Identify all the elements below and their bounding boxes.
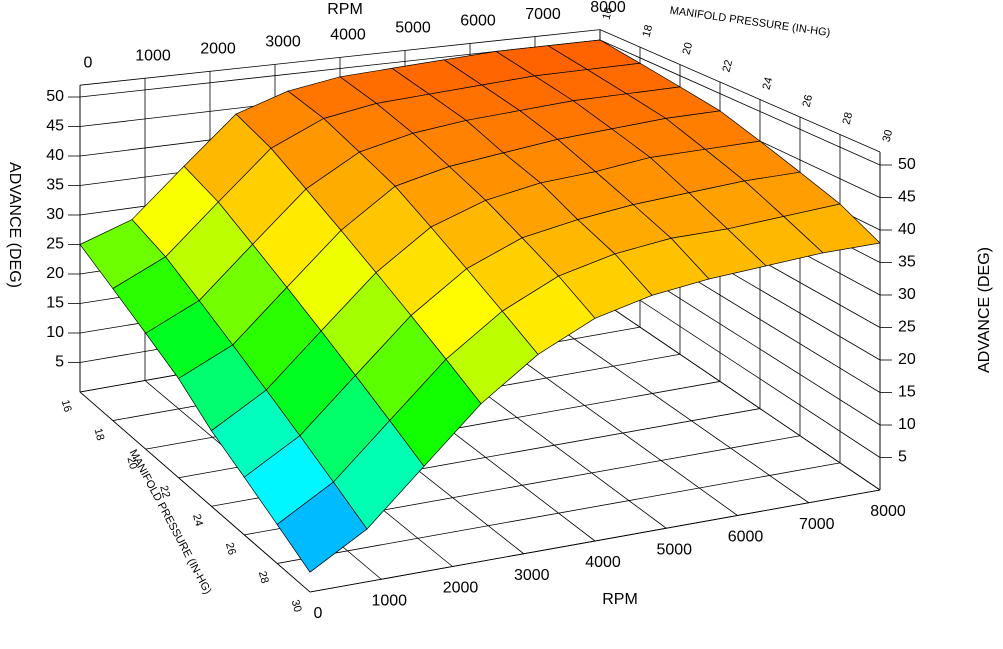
z-tick-label-right: 15	[898, 384, 916, 401]
y-tick-label: 28	[256, 570, 271, 585]
z-tick-label-right: 30	[898, 286, 916, 303]
z-tick-label-right: 10	[898, 416, 916, 433]
grid-line	[599, 299, 881, 491]
axis-frame	[79, 29, 601, 86]
x-tick-label-top: 6000	[460, 13, 496, 30]
y-axis-title-top: MANIFOLD PRESSURE (IN-HG)	[669, 5, 831, 39]
y-tick-label: 16	[59, 399, 74, 414]
x-tick-label: 6000	[728, 529, 764, 546]
x-tick-label-top: 3000	[265, 34, 301, 51]
x-tick-label-top: 1000	[135, 47, 171, 64]
y-tick-label-top: 26	[801, 94, 816, 109]
z-tick-label-right: 20	[898, 351, 916, 368]
grid-line	[309, 489, 881, 593]
x-tick-label-top: 8000	[590, 0, 626, 16]
axis-frame	[599, 29, 881, 153]
x-tick-label: 7000	[799, 516, 835, 533]
x-tick-label: 3000	[514, 567, 550, 584]
z-tick-label: 15	[46, 295, 64, 312]
grid-line	[599, 39, 881, 166]
z-tick-label: 40	[46, 147, 64, 164]
surface-cell	[276, 481, 368, 573]
z-tick-label-right: 45	[898, 189, 916, 206]
z-tick-label: 45	[46, 118, 64, 135]
z-tick-label-right: 5	[898, 449, 907, 466]
x-axis-title-top: RPM	[327, 1, 363, 18]
y-tick-label-top: 24	[761, 76, 776, 91]
grid-line	[277, 462, 841, 564]
z-tick-label-right: 35	[898, 254, 916, 271]
y-tick-label-top: 22	[721, 59, 736, 74]
y-tick-label: 20	[124, 456, 139, 471]
z-tick-label: 30	[46, 206, 64, 223]
x-tick-label: 4000	[585, 554, 621, 571]
x-tick-label-top: 0	[84, 54, 93, 71]
z-tick-label: 5	[55, 354, 64, 371]
x-axis-title: RPM	[602, 591, 638, 608]
y-tick-label: 24	[190, 513, 205, 528]
z-tick-label: 10	[46, 324, 64, 341]
grid-line	[534, 311, 809, 504]
y-tick-label-top: 28	[841, 111, 856, 126]
z-tick-label-right: 25	[898, 319, 916, 336]
grid-line	[599, 273, 881, 458]
z-tick-label-right: 40	[898, 221, 916, 238]
x-tick-label: 0	[314, 605, 323, 622]
x-tick-label: 5000	[656, 541, 692, 558]
z-tick-label: 25	[46, 236, 64, 253]
x-tick-label-top: 7000	[525, 6, 561, 23]
z-tick-label: 50	[46, 88, 64, 105]
y-tick-label: 18	[92, 427, 107, 442]
z-tick-label: 20	[46, 265, 64, 282]
y-tick-label: 26	[223, 541, 238, 556]
x-tick-label-top: 4000	[330, 27, 366, 44]
y-tick-label-top: 30	[881, 129, 896, 144]
y-tick-label-top: 16	[601, 6, 616, 21]
x-tick-label: 8000	[870, 503, 906, 520]
x-tick-label-top: 2000	[200, 41, 236, 58]
z-axis-title: ADVANCE (DEG)	[6, 162, 23, 288]
z-tick-label: 35	[46, 177, 64, 194]
y-tick-label-top: 18	[641, 24, 656, 39]
grid-line	[79, 391, 311, 593]
y-tick-label: 30	[289, 599, 304, 614]
y-tick-label-top: 20	[681, 41, 696, 56]
z-axis-title-right: ADVANCE (DEG)	[976, 247, 993, 373]
z-tick-label-right: 50	[898, 156, 916, 173]
x-tick-label-top: 5000	[395, 20, 431, 37]
x-tick-label: 2000	[443, 580, 479, 597]
x-tick-label: 1000	[371, 592, 407, 609]
y-tick-label: 22	[157, 484, 172, 499]
